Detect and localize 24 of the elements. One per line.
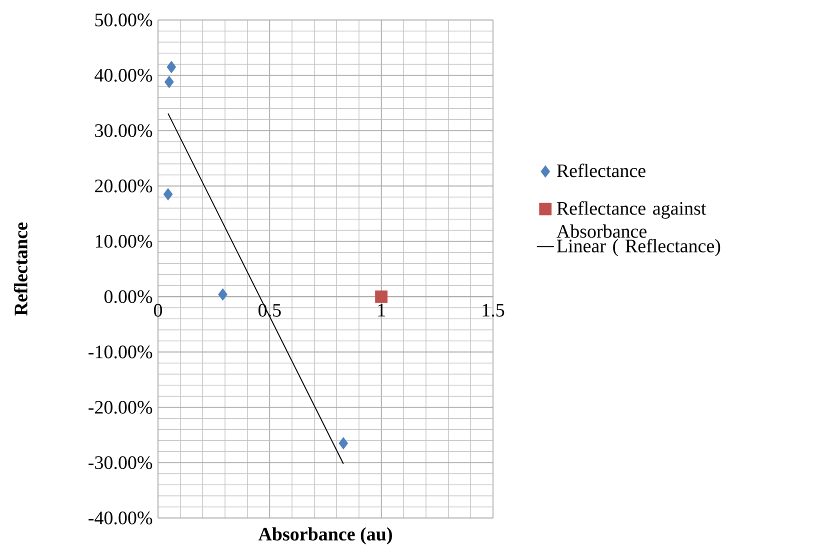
x-tick-label: 0 [154,304,162,317]
legend-label: Reflectance [556,164,646,178]
y-tick-label: 10.00% [96,234,152,248]
x-tick-label: 1.5 [482,304,504,317]
point [338,437,348,450]
legend-label: Linear ( Reflectance) [556,238,720,256]
x-tick-label: 1 [378,304,385,316]
point [163,188,173,200]
y-tick-label: 40.00% [94,68,152,82]
y-tick-label: -20.00% [88,400,152,414]
y-axis-title: Reflectance [14,222,28,316]
point [164,76,174,88]
y-tick-label: 0.00% [104,290,152,304]
legend-label: Reflectance against Absorbance [556,201,706,238]
point [375,290,388,303]
x-axis-title: Absorbance (au) [258,527,392,544]
y-tick-label: 30.00% [95,124,152,138]
y-tick-label: -10.00% [88,346,152,358]
y-tick-label: -40.00% [88,512,152,524]
point [218,288,228,301]
y-tick-label: 50.00% [95,14,152,26]
y-tick-label: -30.00% [88,456,152,470]
y-tick-label: 20.00% [95,180,152,192]
point [166,60,176,74]
